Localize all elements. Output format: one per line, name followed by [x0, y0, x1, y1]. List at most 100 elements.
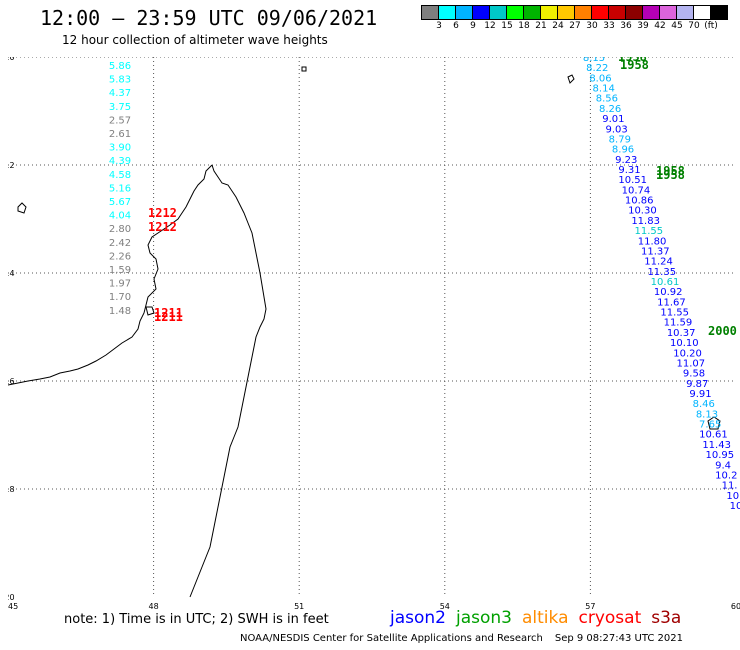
wave-height-value: 11.37 [641, 246, 670, 257]
legend-swatch [659, 5, 677, 20]
wave-height-value: 10.61 [651, 277, 680, 288]
credit-line: NOAA/NESDIS Center for Satellite Applica… [240, 633, 683, 644]
legend-label: 12 [484, 21, 496, 31]
wave-height-value: 10.30 [628, 206, 657, 217]
legend-label: 45 [671, 21, 683, 31]
generated-timestamp: Sep 9 08:27:43 UTC 2021 [554, 633, 683, 644]
madagascar-coastline [8, 66, 721, 598]
graticule [8, 57, 736, 597]
legend-swatch [676, 5, 694, 20]
y-tick-label: -12 [8, 161, 15, 170]
pass-time-label: 1958 [618, 57, 647, 64]
wave-height-value: 11.67 [657, 297, 686, 308]
wave-height-value: 9.58 [683, 369, 705, 380]
wave-height-value: 8.13 [696, 409, 718, 420]
legend-label: 30 [586, 21, 598, 31]
wave-height-value: 11.35 [647, 267, 676, 278]
wave-height-value: 1.97 [109, 279, 131, 290]
legend-swatch [591, 5, 609, 20]
legend-swatch [574, 5, 592, 20]
wave-height-value: 9.03 [605, 124, 627, 135]
y-tick-label: -10 [8, 57, 15, 62]
wave-height-value: 10.51 [618, 175, 647, 186]
x-tick-label: 45 [8, 602, 18, 609]
pass-time-label: 1958 [620, 58, 649, 72]
legend-swatch [625, 5, 643, 20]
x-tick-label: 48 [149, 602, 159, 609]
satellite-jason3: jason3 [456, 608, 512, 628]
color-scale-legend [421, 5, 728, 20]
pass-time-label: 1958 [656, 168, 685, 182]
legend-label: 21 [535, 21, 547, 31]
wave-height-value: 11.07 [676, 358, 705, 369]
map-title: 12:00 – 23:59 UTC 09/06/2021 [40, 6, 378, 30]
wave-height-value: 1.59 [109, 265, 131, 276]
legend-label: 33 [603, 21, 615, 31]
satellite-legend: jason2 jason3 altika cryosat s3a [390, 608, 691, 628]
wave-height-value: 11.80 [638, 236, 667, 247]
wave-height-value: 2.61 [109, 129, 131, 140]
wave-height-value: 8.06 [589, 73, 611, 84]
wave-height-value: 8.22 [586, 63, 608, 74]
satellite-altika: altika [522, 608, 569, 628]
wave-height-value: 4.39 [109, 156, 131, 167]
wave-height-value: 2.42 [109, 238, 131, 249]
left-pass-values: 5.86 5.83 4.37 3.75 2.57 2.61 3.90 4.39 4.58 5.16… [109, 61, 131, 317]
wave-height-value: 10.20 [673, 348, 702, 359]
color-scale-labels: 3 6 9 12 15 18 21 24 27 30 33 36 39 42 45 70 (ft) [422, 21, 740, 33]
wave-height-value: 1.48 [109, 306, 131, 317]
wave-height-value: 11.59 [664, 318, 693, 329]
pass-time-label: 1212 [148, 220, 177, 234]
legend-swatch [642, 5, 660, 20]
satellite-jason2: jason2 [390, 608, 446, 628]
wave-height-value: 11. [722, 481, 738, 492]
wave-height-value: 8.14 [593, 84, 615, 95]
axis-ticks: 45 48 51 54 57 60 -10 -12 -14 -16 -18 -20 [8, 57, 740, 609]
legend-swatch [472, 5, 490, 20]
credit-text: NOAA/NESDIS Center for Satellite Applica… [240, 633, 543, 644]
wave-height-value: 9.4 [715, 460, 731, 471]
wave-height-value: 10.37 [667, 328, 696, 339]
wave-height-value: 10.95 [706, 450, 735, 461]
wave-height-value: 9.91 [689, 389, 711, 400]
wave-height-value: 10.10 [670, 338, 699, 349]
legend-swatch [489, 5, 507, 20]
coastline-path [189, 164, 267, 598]
wave-height-value: 10.61 [699, 430, 728, 441]
pass-time-label: 1211 [154, 310, 183, 324]
wave-height-value: 8.26 [599, 104, 621, 115]
x-tick-label: 57 [585, 602, 595, 609]
wave-height-value: 11.43 [702, 440, 731, 451]
wave-height-value: 11.83 [631, 216, 660, 227]
wave-height-value: 5.86 [109, 61, 131, 72]
wave-height-value: 8.46 [693, 399, 715, 410]
wave-height-value: 5.16 [109, 183, 131, 194]
wave-height-value: 3.90 [109, 143, 131, 154]
legend-label: 15 [501, 21, 513, 31]
nosy-be-island [145, 306, 155, 316]
wave-height-value: 8.15 [583, 57, 605, 64]
northwest-coast [8, 164, 213, 386]
wave-height-value: 10.74 [622, 185, 651, 196]
legend-label: 9 [470, 21, 476, 31]
legend-swatch [557, 5, 575, 20]
legend-swatch [608, 5, 626, 20]
wave-height-value: 9.01 [602, 114, 624, 125]
wave-height-value: 10.86 [625, 196, 654, 207]
wave-height-value: 3.75 [109, 102, 131, 113]
wave-height-value: 10.92 [654, 287, 683, 298]
reunion-island [707, 416, 721, 430]
wave-height-value: 11.24 [644, 257, 673, 268]
legend-swatch [540, 5, 558, 20]
satellite-s3a: s3a [651, 608, 682, 628]
legend-label: 42 [654, 21, 666, 31]
legend-swatch [506, 5, 524, 20]
y-tick-label: -18 [8, 485, 15, 494]
legend-swatch [710, 5, 728, 20]
legend-label: 70 [688, 21, 700, 31]
wave-height-value: 4.58 [109, 170, 131, 181]
wave-height-value: 5.67 [109, 197, 131, 208]
wave-height-value: 11.55 [660, 308, 689, 319]
wave-height-value: 9.87 [686, 379, 708, 390]
pass-time-label: 2000 [708, 324, 737, 338]
